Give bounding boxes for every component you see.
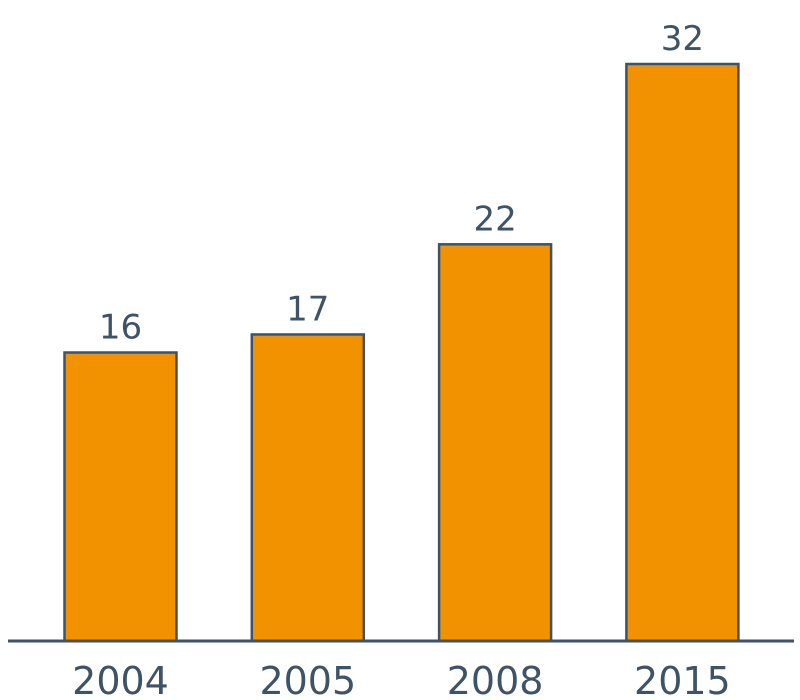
bar-2005: [250, 333, 366, 643]
value-label-2004: 16: [99, 308, 142, 348]
value-label-2005: 17: [286, 289, 329, 329]
value-label-2015: 32: [661, 19, 704, 59]
x-tick-labels-group: 2004 2005 2008 2015: [72, 659, 731, 700]
bar-2015: [625, 62, 740, 643]
value-labels-group: 16 17 22 32: [99, 19, 704, 348]
bar-2004: [63, 351, 178, 643]
x-tick-label-2004: 2004: [72, 659, 169, 700]
bar-2008: [437, 243, 553, 643]
value-label-2008: 22: [473, 199, 516, 239]
x-tick-label-2015: 2015: [634, 659, 731, 700]
x-tick-label-2008: 2008: [447, 659, 544, 700]
x-tick-label-2005: 2005: [259, 659, 356, 700]
bars-group: [63, 62, 740, 643]
